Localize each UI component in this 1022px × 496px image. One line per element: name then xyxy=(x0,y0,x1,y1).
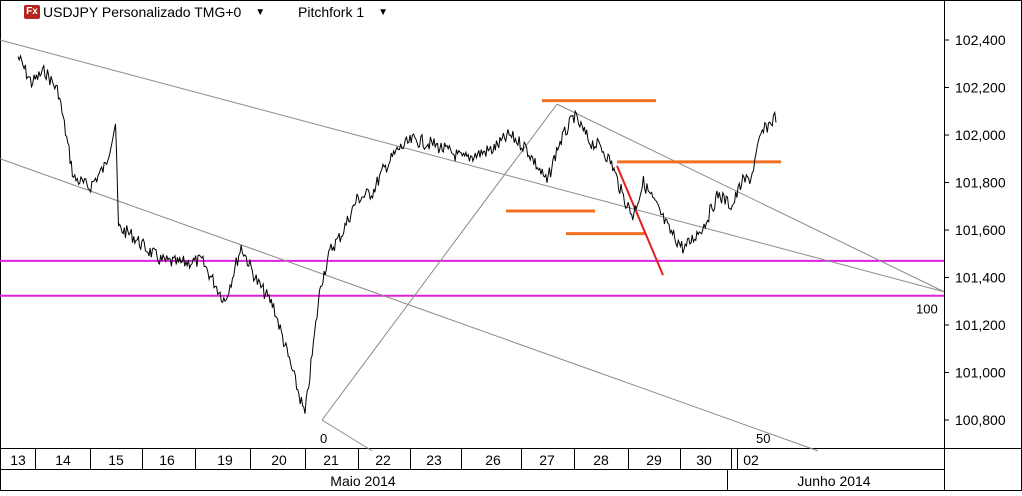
x-month-label: Maio 2014 xyxy=(330,473,396,489)
x-day-label: 21 xyxy=(323,452,339,468)
pitchfork-upper-tine xyxy=(556,103,945,293)
fx-app-icon: Fx xyxy=(24,5,40,19)
y-tick-label: 101,000 xyxy=(955,365,1006,381)
study-label: Pitchfork 1 xyxy=(298,4,365,20)
x-day-label: 20 xyxy=(271,452,287,468)
x-day-label: 30 xyxy=(696,452,712,468)
x-day-label: 02 xyxy=(743,452,759,468)
price-series-layer xyxy=(17,54,777,414)
y-tick-label: 102,200 xyxy=(955,80,1006,96)
y-tick-label: 101,400 xyxy=(955,270,1006,286)
x-day-label: 26 xyxy=(485,452,501,468)
pitchfork-lower-tine xyxy=(0,158,819,452)
y-tick-label: 102,400 xyxy=(955,32,1006,48)
x-day-label: 13 xyxy=(10,452,26,468)
x-month-label: Junho 2014 xyxy=(797,473,870,489)
y-tick-label: 101,200 xyxy=(955,317,1006,333)
price-line xyxy=(17,54,777,414)
y-tick-label: 102,000 xyxy=(955,127,1006,143)
drawings-layer: 100 0 50 xyxy=(0,39,945,452)
y-tick-label: 101,800 xyxy=(955,175,1006,191)
y-tick-label: 101,600 xyxy=(955,222,1006,238)
pitchfork-handle xyxy=(321,103,558,421)
x-day-label: 27 xyxy=(539,452,555,468)
x-day-label: 16 xyxy=(159,452,175,468)
x-day-label: 28 xyxy=(593,452,609,468)
pitchfork-label-50: 50 xyxy=(756,431,770,446)
study-selector[interactable]: Pitchfork 1 ▼ xyxy=(298,2,388,22)
x-day-label: 29 xyxy=(646,452,662,468)
pitchfork-median xyxy=(0,39,945,293)
pitchfork-label-0: 0 xyxy=(320,431,327,446)
x-day-label: 23 xyxy=(426,452,442,468)
y-tick-label: 100,800 xyxy=(955,412,1006,428)
axes-layer: 102,400 102,200 102,000 101,800 101,600 101,4… xyxy=(10,32,1006,491)
pitchfork-label-100: 100 xyxy=(916,301,938,316)
x-day-label: 14 xyxy=(55,452,71,468)
x-day-label: 19 xyxy=(217,452,233,468)
symbol-selector[interactable]: Fx USDJPY Personalizado TMG+0 ▼ xyxy=(24,2,265,22)
red-trend-line xyxy=(616,165,664,276)
caret-down-icon[interactable]: ▼ xyxy=(255,6,266,18)
pitchfork-lower-stub xyxy=(321,419,373,452)
x-day-label: 15 xyxy=(108,452,124,468)
x-day-label: 22 xyxy=(375,452,391,468)
caret-down-icon[interactable]: ▼ xyxy=(378,6,389,18)
symbol-label: USDJPY Personalizado TMG+0 xyxy=(43,4,242,20)
